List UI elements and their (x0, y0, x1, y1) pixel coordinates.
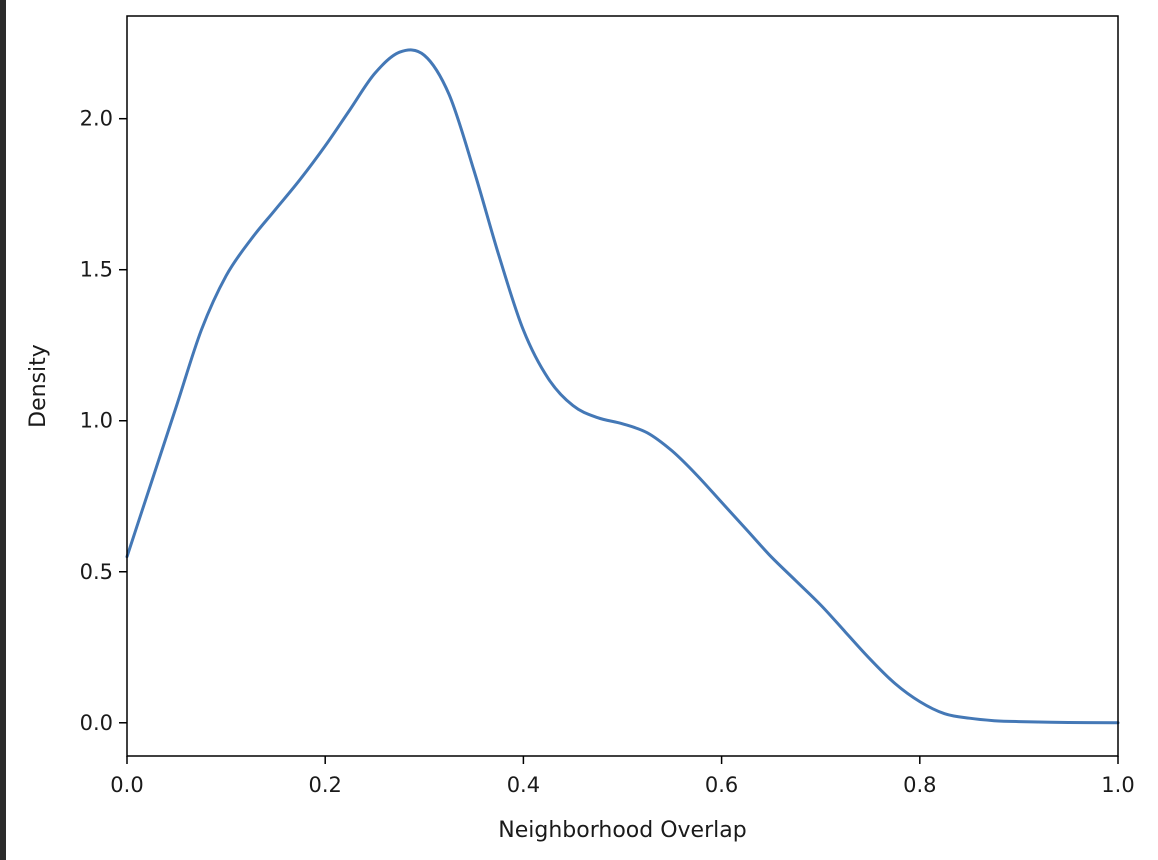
x-tick-label: 0.2 (308, 773, 341, 797)
x-tick-label: 0.8 (903, 773, 936, 797)
density-curve (125, 48, 1120, 725)
y-tick-label: 1.0 (80, 409, 113, 433)
y-tick-label: 1.5 (80, 258, 113, 282)
y-axis-label: Density (26, 344, 51, 428)
x-axis: 0.0 0.2 0.4 0.6 0.8 1.0 (110, 756, 1135, 797)
x-tick-label: 0.0 (110, 773, 143, 797)
plot-frame (126, 15, 1119, 757)
y-axis: 0.0 0.5 1.0 1.5 2.0 (80, 107, 127, 735)
y-tick-label: 2.0 (80, 107, 113, 131)
y-tick-label: 0.0 (80, 711, 113, 735)
y-tick-label: 0.5 (80, 560, 113, 584)
x-axis-label: Neighborhood Overlap (498, 818, 746, 843)
x-tick-label: 0.4 (507, 773, 540, 797)
x-tick-label: 0.6 (705, 773, 738, 797)
window-edge (0, 0, 6, 860)
x-tick-label: 1.0 (1101, 773, 1134, 797)
